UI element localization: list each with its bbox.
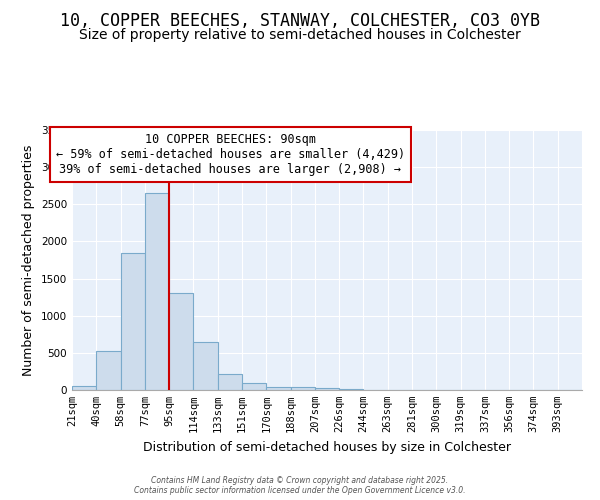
Bar: [96, 350, 121, 390]
Bar: [266, 386, 290, 390]
Bar: [290, 388, 315, 390]
Bar: [72, 386, 96, 390]
Bar: [169, 292, 193, 390]
Bar: [218, 374, 242, 390]
Text: 10, COPPER BEECHES, STANWAY, COLCHESTER, CO3 0YB: 10, COPPER BEECHES, STANWAY, COLCHESTER,…: [60, 12, 540, 30]
Bar: [145, 193, 169, 390]
Bar: [242, 384, 266, 390]
Bar: [121, 252, 145, 390]
Text: 10 COPPER BEECHES: 90sqm
← 59% of semi-detached houses are smaller (4,429)
39% o: 10 COPPER BEECHES: 90sqm ← 59% of semi-d…: [56, 132, 404, 176]
X-axis label: Distribution of semi-detached houses by size in Colchester: Distribution of semi-detached houses by …: [143, 440, 511, 454]
Text: Contains HM Land Registry data © Crown copyright and database right 2025.
Contai: Contains HM Land Registry data © Crown c…: [134, 476, 466, 495]
Text: Size of property relative to semi-detached houses in Colchester: Size of property relative to semi-detach…: [79, 28, 521, 42]
Bar: [339, 388, 364, 390]
Y-axis label: Number of semi-detached properties: Number of semi-detached properties: [22, 144, 35, 376]
Bar: [193, 342, 218, 390]
Bar: [315, 388, 339, 390]
